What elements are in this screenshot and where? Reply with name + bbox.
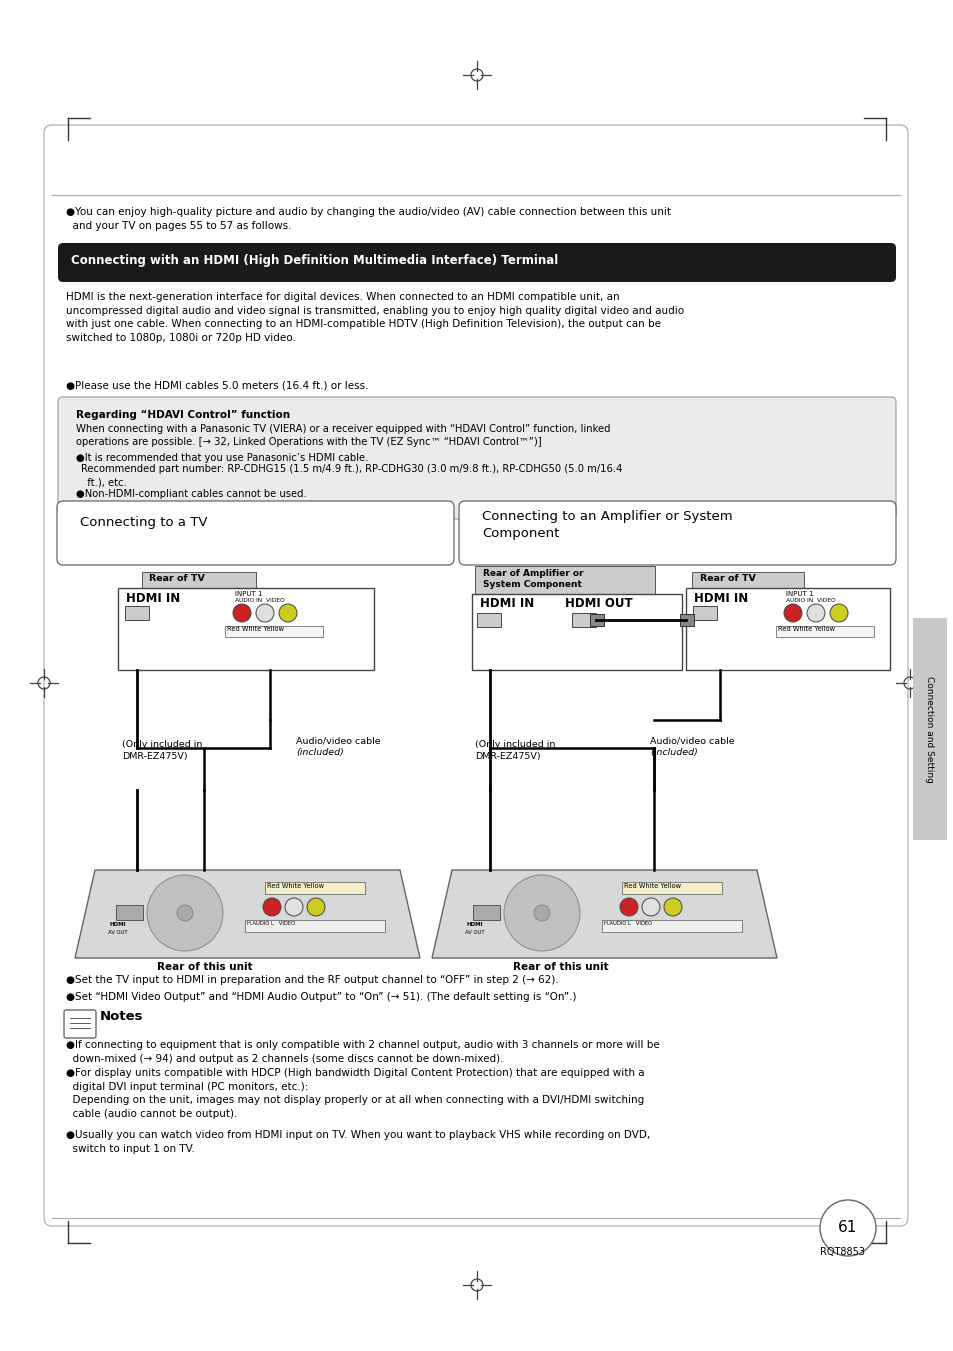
Text: Red White Yellow: Red White Yellow <box>227 626 284 632</box>
Text: ●Please use the HDMI cables 5.0 meters (16.4 ft.) or less.: ●Please use the HDMI cables 5.0 meters (… <box>66 381 368 390</box>
Text: ●For display units compatible with HDCP (High bandwidth Digital Content Protecti: ●For display units compatible with HDCP … <box>66 1069 644 1119</box>
Text: When connecting with a Panasonic TV (VIERA) or a receiver equipped with “HDAVI C: When connecting with a Panasonic TV (VIE… <box>76 424 610 447</box>
Circle shape <box>820 1200 875 1256</box>
Bar <box>265 882 365 894</box>
Polygon shape <box>75 870 419 958</box>
Text: AV OUT: AV OUT <box>108 929 128 935</box>
FancyBboxPatch shape <box>58 243 895 282</box>
Text: Rear of Amplifier or
System Component: Rear of Amplifier or System Component <box>482 569 583 589</box>
Circle shape <box>503 875 579 951</box>
FancyBboxPatch shape <box>458 501 895 565</box>
Circle shape <box>663 898 681 916</box>
Text: HDMI IN: HDMI IN <box>479 597 534 611</box>
Bar <box>601 920 741 932</box>
Text: Rear of TV: Rear of TV <box>700 574 755 584</box>
Circle shape <box>263 898 281 916</box>
Bar <box>142 571 255 590</box>
Circle shape <box>233 604 251 621</box>
Text: (Only included in
DMR-EZ475V): (Only included in DMR-EZ475V) <box>122 740 202 761</box>
Bar <box>476 613 500 627</box>
Bar <box>225 626 323 638</box>
Circle shape <box>641 898 659 916</box>
Text: AV OUT: AV OUT <box>464 929 484 935</box>
FancyBboxPatch shape <box>57 501 454 565</box>
Circle shape <box>147 875 223 951</box>
Text: Audio/video cable: Audio/video cable <box>295 736 380 744</box>
Text: INPUT 1: INPUT 1 <box>234 590 262 597</box>
Text: HDMI: HDMI <box>110 921 127 927</box>
Text: Connection and Setting: Connection and Setting <box>924 676 934 782</box>
FancyBboxPatch shape <box>58 397 895 519</box>
Bar <box>685 588 889 670</box>
Text: (included): (included) <box>295 748 343 757</box>
Text: Connecting with an HDMI (High Definition Multimedia Interface) Terminal: Connecting with an HDMI (High Definition… <box>71 254 558 267</box>
Circle shape <box>177 905 193 921</box>
FancyBboxPatch shape <box>64 1011 96 1038</box>
Bar <box>692 607 717 620</box>
Bar <box>691 571 803 590</box>
Text: AUDIO IN  VIDEO: AUDIO IN VIDEO <box>234 598 284 603</box>
Text: HDMI OUT: HDMI OUT <box>564 597 632 611</box>
Text: Connecting to an Amplifier or System
Component: Connecting to an Amplifier or System Com… <box>481 509 732 540</box>
Text: Rear of this unit: Rear of this unit <box>513 962 608 971</box>
Text: Regarding “HDAVI Control” function: Regarding “HDAVI Control” function <box>76 409 290 420</box>
Circle shape <box>285 898 303 916</box>
Bar <box>125 607 149 620</box>
Circle shape <box>255 604 274 621</box>
Text: ●You can enjoy high-quality picture and audio by changing the audio/video (AV) c: ●You can enjoy high-quality picture and … <box>66 207 670 231</box>
Text: ●If connecting to equipment that is only compatible with 2 channel output, audio: ●If connecting to equipment that is only… <box>66 1040 659 1063</box>
Bar <box>472 594 681 670</box>
Circle shape <box>783 604 801 621</box>
Bar <box>912 617 946 840</box>
Text: H.AUDIO L   VIDEO: H.AUDIO L VIDEO <box>247 921 294 925</box>
Circle shape <box>278 604 296 621</box>
Text: AUDIO IN  VIDEO: AUDIO IN VIDEO <box>785 598 835 603</box>
FancyBboxPatch shape <box>44 126 907 1225</box>
Text: HDMI IN: HDMI IN <box>693 592 747 605</box>
Text: ●Usually you can watch video from HDMI input on TV. When you want to playback VH: ●Usually you can watch video from HDMI i… <box>66 1129 650 1154</box>
Polygon shape <box>432 870 776 958</box>
Bar <box>116 905 143 920</box>
Bar <box>473 905 499 920</box>
Text: Connecting to a TV: Connecting to a TV <box>80 516 208 530</box>
Bar <box>589 613 603 626</box>
Text: ●It is recommended that you use Panasonic’s HDMI cable.: ●It is recommended that you use Panasoni… <box>76 453 368 463</box>
Bar <box>572 613 596 627</box>
Text: (included): (included) <box>649 748 698 757</box>
Text: (Only included in
DMR-EZ475V): (Only included in DMR-EZ475V) <box>475 740 555 761</box>
Text: Rear of this unit: Rear of this unit <box>157 962 253 971</box>
Text: Red White Yellow: Red White Yellow <box>623 884 680 889</box>
Circle shape <box>806 604 824 621</box>
Bar <box>679 613 693 626</box>
Text: Rear of TV: Rear of TV <box>149 574 205 584</box>
Circle shape <box>534 905 550 921</box>
Text: HDMI IN: HDMI IN <box>126 592 180 605</box>
Text: 61: 61 <box>838 1220 857 1236</box>
Bar <box>245 920 385 932</box>
Text: HDMI is the next-generation interface for digital devices. When connected to an : HDMI is the next-generation interface fo… <box>66 292 683 343</box>
Circle shape <box>829 604 847 621</box>
Text: Notes: Notes <box>100 1011 143 1023</box>
Text: Red White Yellow: Red White Yellow <box>267 884 324 889</box>
Circle shape <box>307 898 325 916</box>
Bar <box>621 882 721 894</box>
Text: ●Non-HDMI-compliant cables cannot be used.: ●Non-HDMI-compliant cables cannot be use… <box>76 489 307 499</box>
Text: H.AUDIO L   VIDEO: H.AUDIO L VIDEO <box>603 921 652 925</box>
Text: ●Set “HDMI Video Output” and “HDMI Audio Output” to “On” (→ 51). (The default se: ●Set “HDMI Video Output” and “HDMI Audio… <box>66 992 576 1002</box>
Text: ●Set the TV input to HDMI in preparation and the RF output channel to “OFF” in s: ●Set the TV input to HDMI in preparation… <box>66 975 558 985</box>
Text: Red White Yellow: Red White Yellow <box>778 626 834 632</box>
Text: RQT8853: RQT8853 <box>820 1247 864 1256</box>
Circle shape <box>619 898 638 916</box>
Text: Audio/video cable: Audio/video cable <box>649 736 734 744</box>
Text: Recommended part number: RP-CDHG15 (1.5 m/4.9 ft.), RP-CDHG30 (3.0 m/9.8 ft.), R: Recommended part number: RP-CDHG15 (1.5 … <box>81 463 621 488</box>
Bar <box>775 626 873 638</box>
Bar <box>118 588 374 670</box>
Text: HDMI: HDMI <box>467 921 483 927</box>
Bar <box>475 566 655 596</box>
Text: INPUT 1: INPUT 1 <box>785 590 813 597</box>
